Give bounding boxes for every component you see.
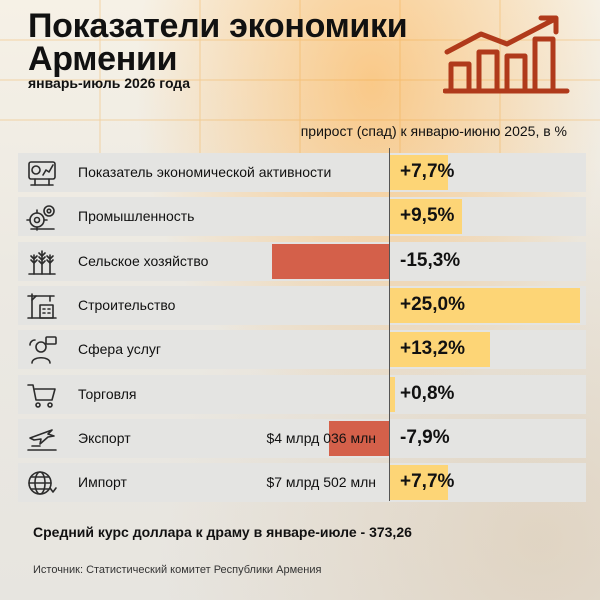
growth-chart-logo-icon (443, 15, 570, 94)
construction-crane-icon (27, 293, 57, 319)
export-plane-icon (27, 428, 57, 451)
data-label: +7,7% (400, 471, 455, 493)
bar-positive (389, 376, 396, 412)
services-person-icon (29, 336, 57, 364)
data-label: +25,0% (400, 293, 465, 315)
table-row: Сфера услуг +13,2% (18, 330, 586, 370)
amount-label: $4 млрд 036 млн (266, 429, 376, 446)
activity-dashboard-icon (28, 161, 56, 186)
bar-positive (389, 332, 490, 368)
page-title: Показатели экономики Армении (28, 7, 408, 78)
table-row: Экспорт $4 млрд 036 млн -7,9% (18, 418, 586, 458)
table-row: Строительство +25,0% (18, 285, 586, 325)
category-label: Сельское хозяйство (78, 252, 209, 269)
bar-negative (328, 420, 389, 456)
data-label: +7,7% (400, 161, 455, 182)
category-label: Импорт (78, 474, 127, 491)
category-label: Строительство (78, 296, 176, 313)
data-label: +13,2% (400, 338, 465, 360)
bar-positive (389, 155, 448, 190)
bar-positive (389, 199, 462, 235)
industry-gears-icon (26, 205, 55, 232)
exchange-rate-note: Средний курс доллара к драму в январе-ию… (33, 524, 412, 540)
category-label: Промышленность (78, 208, 195, 225)
data-label: +0,8% (400, 382, 455, 404)
bar-negative (271, 243, 389, 279)
table-row: Сельское хозяйство -15,3% (18, 241, 586, 281)
page-subtitle: январь-июль 2026 года (28, 75, 190, 91)
table-row: Импорт $7 млрд 502 млн +7,7% (18, 463, 586, 503)
data-label: -7,9% (400, 426, 450, 448)
data-label: +9,5% (400, 205, 455, 227)
zero-axis (389, 148, 390, 501)
category-label: Сфера услуг (78, 341, 161, 358)
table-row: Промышленность +9,5% (18, 197, 586, 237)
amount-label: $7 млрд 502 млн (266, 474, 376, 491)
wheat-icon (28, 249, 56, 275)
category-label: Показатель экономической активности (78, 164, 332, 180)
category-label: Экспорт (78, 429, 131, 446)
column-header: прирост (спад) к январю-июню 2025, в % (300, 123, 567, 139)
table-row: Торговля +0,8% (18, 374, 586, 414)
bar-positive (389, 287, 581, 323)
category-label: Торговля (78, 385, 137, 402)
table-row: Показатель экономической активности +7,7% (18, 153, 586, 192)
bar-positive (389, 465, 448, 501)
data-label: -15,3% (400, 249, 461, 271)
source-note: Источник: Статистический комитет Республ… (33, 564, 322, 576)
import-globe-icon (28, 471, 57, 495)
shopping-cart-icon (27, 383, 56, 408)
